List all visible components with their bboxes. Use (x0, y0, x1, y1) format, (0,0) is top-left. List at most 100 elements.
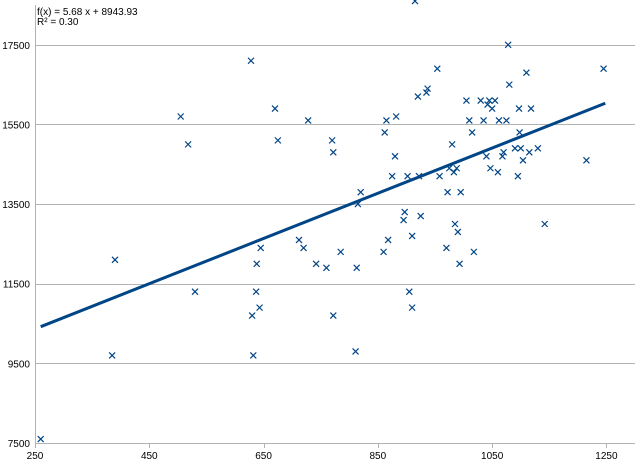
data-point (600, 65, 607, 73)
data-point (252, 288, 260, 296)
data-point (177, 113, 185, 120)
data-point (300, 244, 307, 252)
data-point (450, 168, 458, 176)
x-tick-label-0: 250 (27, 451, 44, 462)
data-point (470, 248, 478, 256)
data-point (483, 152, 490, 160)
data-point (391, 152, 399, 160)
data-point (468, 128, 476, 136)
data-point (274, 136, 282, 144)
data-point (424, 85, 431, 93)
data-point (248, 312, 256, 320)
data-point (271, 105, 279, 112)
data-point (329, 148, 337, 156)
data-point (504, 41, 512, 49)
data-point (328, 136, 336, 144)
data-point (408, 304, 416, 312)
data-point (381, 128, 389, 136)
data-point (443, 244, 450, 252)
data-point (357, 188, 365, 196)
data-point (388, 172, 396, 180)
data-point (495, 117, 503, 124)
data-point (411, 0, 419, 5)
data-point (491, 97, 499, 104)
data-point (534, 144, 542, 152)
data-point (414, 93, 422, 101)
trendline-equation: f(x) = 5.68 x + 8943.93 (37, 7, 138, 18)
data-point (256, 304, 263, 312)
data-point (37, 435, 45, 443)
data-point (404, 172, 411, 180)
data-point (249, 351, 257, 359)
data-point (253, 260, 261, 268)
data-point (477, 97, 485, 104)
data-point (436, 172, 443, 180)
data-point (525, 148, 533, 156)
data-point (500, 148, 507, 156)
data-point (337, 248, 345, 256)
axes (35, 5, 635, 448)
data-point (480, 117, 487, 124)
data-point (487, 164, 494, 172)
data-point (353, 264, 361, 272)
data-point (329, 312, 337, 320)
data-point (400, 216, 407, 224)
data-point (444, 188, 451, 196)
data-point (465, 117, 473, 124)
data-point (583, 156, 590, 164)
data-point (423, 89, 430, 97)
y-tick-label-0: 7500 (8, 439, 31, 450)
data-point (433, 65, 441, 73)
data-point (485, 97, 493, 104)
data-point (405, 288, 413, 296)
data-point (380, 248, 387, 256)
x-tick-label-2: 650 (255, 451, 272, 462)
data-point (312, 260, 320, 268)
trendline-group (40, 101, 606, 329)
data-point (247, 57, 255, 65)
data-point (463, 97, 470, 104)
data-point (494, 168, 502, 176)
data-point (488, 105, 496, 112)
data-point (517, 144, 525, 152)
data-point (453, 164, 461, 172)
data-point (417, 212, 425, 220)
grid (35, 45, 635, 444)
data-point (541, 220, 549, 228)
data-point (304, 117, 312, 124)
data-point (451, 220, 459, 228)
trendline (40, 101, 606, 329)
data-point (499, 152, 506, 160)
data-point (505, 81, 513, 89)
data-point (527, 105, 535, 112)
data-point (257, 244, 265, 252)
data-point (184, 140, 192, 148)
data-point (384, 236, 392, 244)
data-point (323, 264, 330, 272)
y-tick-label-3: 13500 (2, 200, 30, 211)
data-point (383, 117, 390, 124)
data-point (523, 69, 530, 77)
x-tick-label-5: 1250 (595, 451, 618, 462)
data-point (408, 232, 416, 240)
data-point (515, 105, 523, 112)
data-point (401, 208, 409, 216)
x-tick-label-4: 1050 (481, 451, 504, 462)
data-point (457, 188, 465, 196)
x-tick-label-3: 850 (370, 451, 387, 462)
tick-labels: 7500 9500 11500 13500 15500 17500 250 450 650 850… (2, 41, 618, 462)
data-point (511, 144, 519, 152)
y-tick-label-5: 17500 (2, 41, 30, 52)
data-point (454, 228, 462, 236)
data-point (516, 128, 523, 136)
data-point (503, 117, 510, 124)
data-point (191, 288, 199, 296)
y-tick-label-2: 11500 (3, 280, 31, 291)
y-tick-label-1: 9500 (8, 359, 31, 370)
data-point (111, 256, 119, 264)
data-points (37, 0, 607, 443)
data-point (392, 113, 400, 120)
data-point (295, 236, 303, 244)
data-point (352, 347, 359, 355)
